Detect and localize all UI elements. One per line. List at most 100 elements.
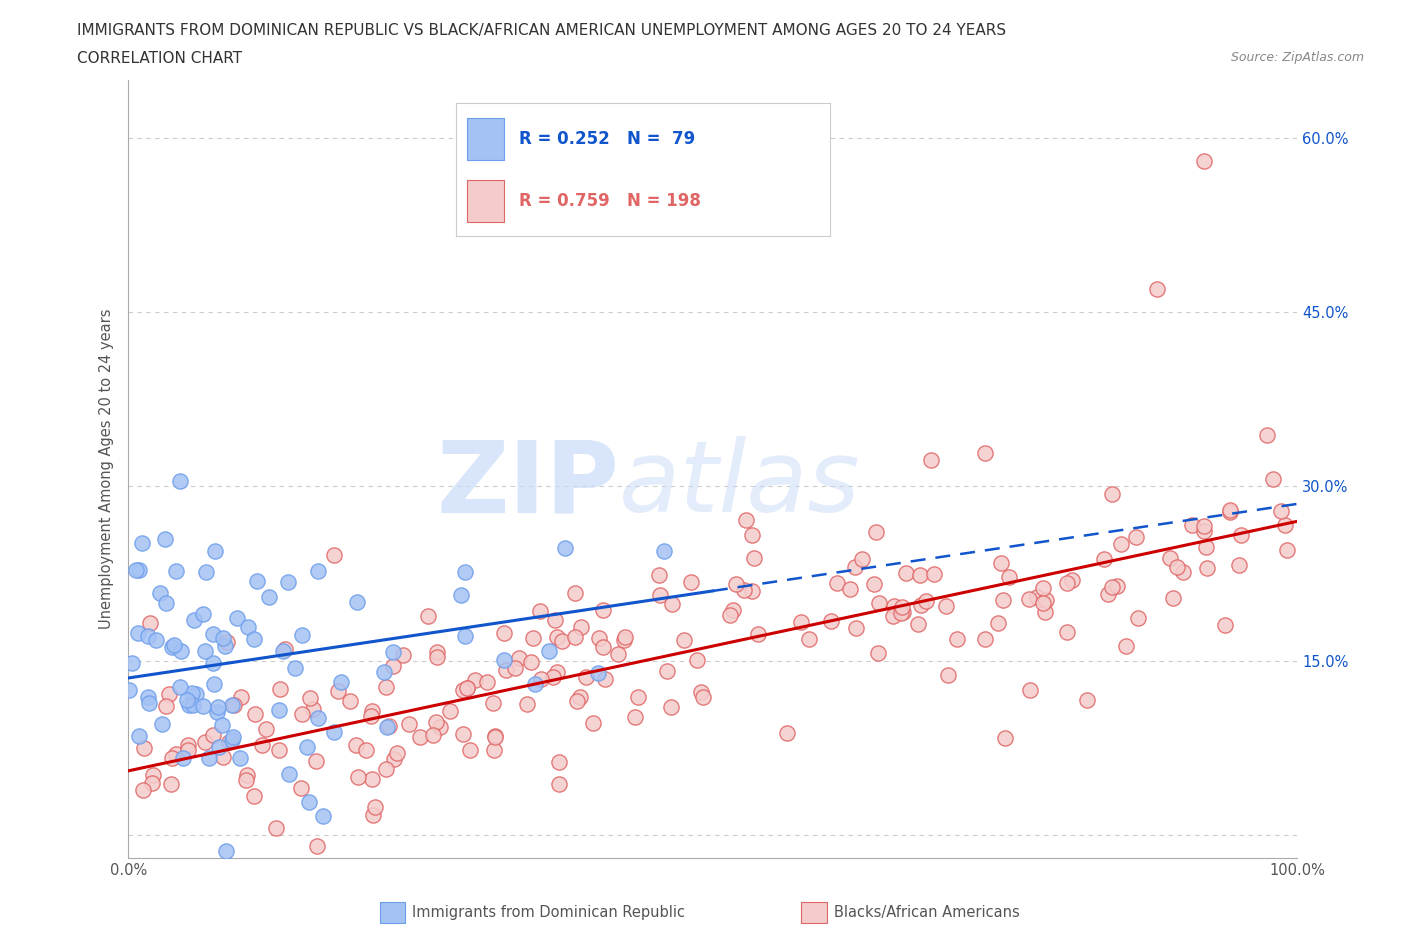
Point [548,754,571,769]
Point [128,563,150,578]
Point [160,777,183,791]
Point [627,690,650,705]
Point [741,584,763,599]
Point [1227,558,1250,573]
Point [974,632,997,647]
Point [744,551,766,565]
Point [307,711,329,725]
Point [464,672,486,687]
Point [201,626,224,641]
Point [593,672,616,687]
Point [208,739,231,754]
Point [451,726,474,741]
Point [204,676,226,691]
Point [1018,592,1040,607]
Point [354,743,377,758]
Point [155,596,177,611]
Point [482,696,505,711]
Point [347,769,370,784]
Point [160,640,183,655]
Point [776,725,799,740]
Point [868,646,890,661]
Point [153,532,176,547]
Point [221,732,243,747]
Point [408,730,430,745]
Point [454,629,477,644]
Point [214,638,236,653]
Point [269,682,291,697]
Point [592,603,614,618]
Point [1213,618,1236,632]
Point [516,697,538,711]
Point [426,649,449,664]
Point [1035,592,1057,607]
Point [908,567,931,582]
Point [661,699,683,714]
Point [484,729,506,744]
Point [243,789,266,804]
Point [382,751,405,766]
Point [450,588,472,603]
Point [546,664,568,679]
Point [1107,578,1129,593]
Point [215,844,238,858]
Point [495,662,517,677]
Point [1173,565,1195,579]
Point [537,644,560,658]
Point [425,714,447,729]
Point [505,660,527,675]
Point [125,563,148,578]
Point [299,691,322,706]
Point [273,643,295,658]
Point [381,645,404,660]
Point [588,631,610,645]
Point [212,749,235,764]
Point [844,560,866,575]
Point [661,596,683,611]
Point [1146,282,1168,297]
Point [290,781,312,796]
Point [136,628,159,643]
Point [278,767,301,782]
Point [267,702,290,717]
Point [295,739,318,754]
Text: CORRELATION CHART: CORRELATION CHART [77,51,242,66]
Point [1101,486,1123,501]
Point [169,473,191,488]
Point [998,569,1021,584]
Point [181,685,204,700]
Point [191,606,214,621]
Point [134,741,156,756]
Point [155,698,177,713]
Point [520,655,543,670]
Point [277,574,299,589]
Point [360,709,382,724]
Point [935,598,957,613]
Point [524,677,547,692]
Point [544,612,567,627]
Point [1219,502,1241,517]
Point [575,670,598,684]
Point [193,698,215,713]
Point [201,728,224,743]
Point [1270,503,1292,518]
Point [588,666,610,681]
Point [183,612,205,627]
Point [945,631,967,646]
Point [1256,428,1278,443]
Point [217,634,239,649]
Point [141,776,163,790]
Point [157,687,180,702]
Point [1166,560,1188,575]
Point [252,737,274,752]
Point [361,807,384,822]
Point [582,715,605,730]
Point [429,719,451,734]
Point [218,735,240,750]
Point [1275,542,1298,557]
Point [131,536,153,551]
Point [907,617,929,631]
Point [554,541,576,556]
Point [530,671,553,686]
Point [868,595,890,610]
